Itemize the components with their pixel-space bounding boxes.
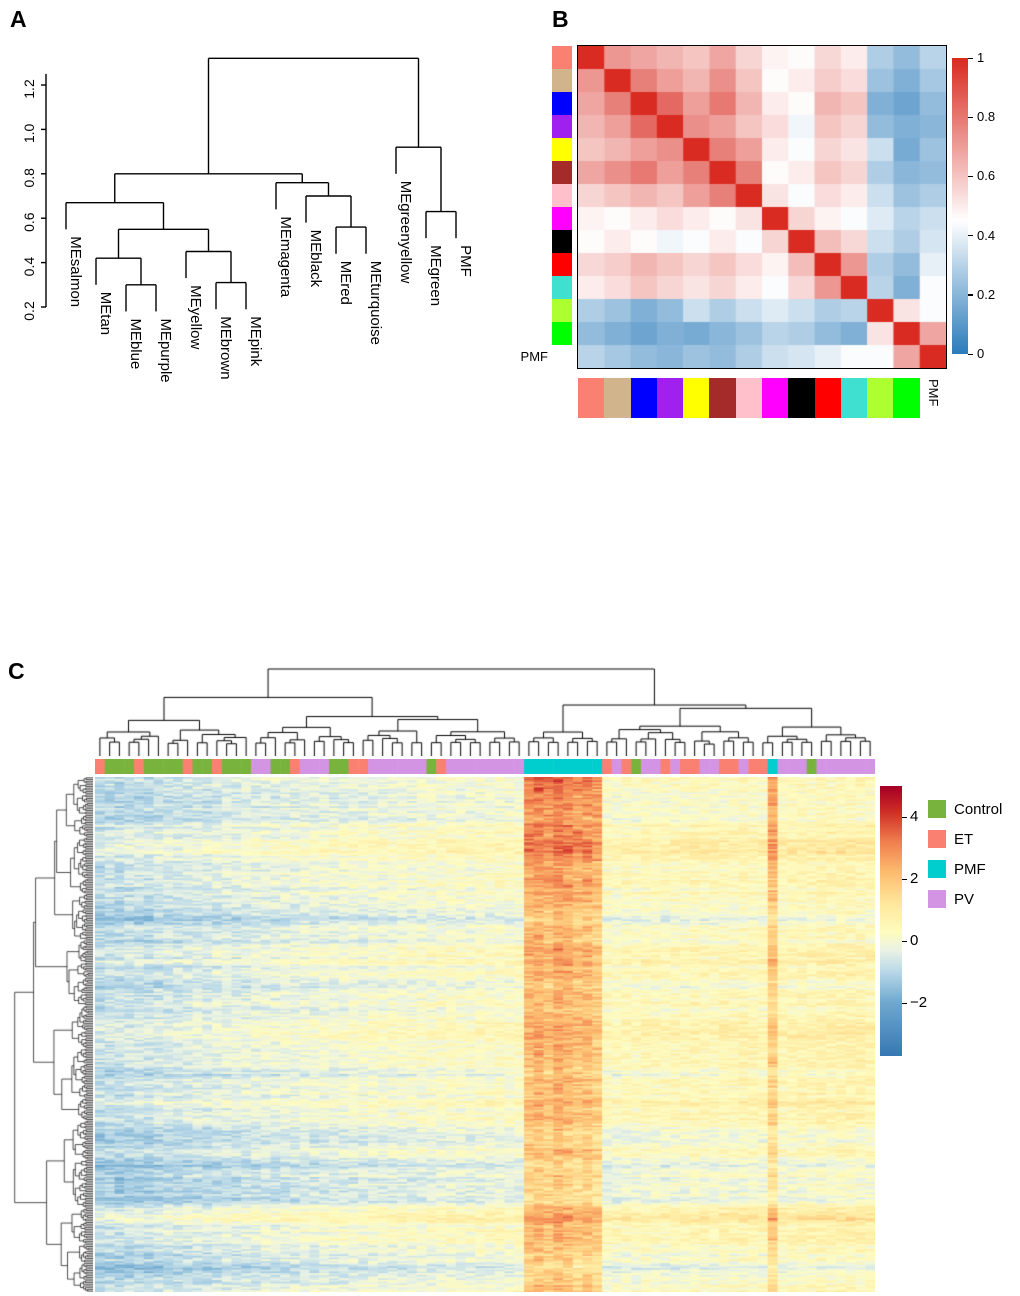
correlation-heatmap [578,46,946,368]
colorbar-tick-label: 1 [977,50,985,65]
expression-colorbar [880,786,902,1056]
dendrogram-leaf-label: MEbrown [217,316,234,379]
module-color-purple [656,378,684,418]
panel-b-label: B [552,6,569,32]
correlation-heatmap-frame [577,45,947,369]
module-color-turquoise [552,276,572,299]
module-color-greenyellow [867,378,894,418]
legend-item-ET: ET [928,830,1002,848]
module-color-purple [552,115,572,138]
y-axis-tick-label: 0.4 [21,257,37,277]
expression-heatmap [95,777,875,1292]
module-color-green [552,322,572,345]
module-eigengene-dendrogram: 0.2 0.4 0.6 0.8 1.0 1.2 MEsalmon MEtan MEblue MEp… [21,57,474,383]
module-color-green [893,378,920,418]
y-axis-tick-label: 1.2 [21,79,37,99]
y-axis-tick-label: 0.2 [21,301,37,321]
module-color-black [552,230,572,253]
pmf-row-label: PMF [520,349,548,364]
correlation-colorbar [952,58,968,354]
colorbar-tick-label: 0 [977,346,985,361]
module-color-pink [552,184,572,207]
module-color-tan [604,378,631,418]
module-color-greenyellow [552,299,572,322]
dendrogram-leaf-label: MEtan [97,292,114,335]
module-color-blue [630,378,657,418]
colorbar-tick [968,294,973,296]
colorbar-tick [968,353,973,355]
y-axis-tick-label: 1.0 [21,123,37,143]
legend-label-Control: Control [954,800,1003,818]
legend-label-PMF: PMF [954,860,986,878]
colorbar-tick [968,116,973,119]
dendrogram-leaf-label: MEmagenta [277,216,294,298]
colorbar-tick-label: 0.2 [977,286,996,302]
colorbar-tick-label: 0.6 [977,168,996,184]
module-color-black [788,378,815,418]
module-color-brown [709,378,736,418]
legend-swatch-PV [928,890,946,908]
expression-colorbar-tick [902,940,907,943]
expression-colorbar-tick-label: 2 [910,870,919,888]
sample-column-dendrogram [95,664,875,756]
pmf-column-label: PMF [926,379,941,407]
expression-colorbar-tick-label: 4 [910,808,919,826]
legend-label-ET: ET [954,830,974,848]
dendrogram-leaf-label: MEgreen [427,245,444,306]
legend-item-PMF: PMF [928,860,1002,878]
module-color-tan [552,69,572,92]
legend-swatch-PMF [928,860,946,878]
module-color-brown [552,161,572,184]
module-color-salmon [578,378,605,418]
module-color-red [814,378,841,418]
module-color-pink [735,378,762,418]
panel-a-label: A [10,6,27,32]
dendrogram-leaf-label: MEpurple [157,318,174,382]
module-color-turquoise [840,378,868,418]
dendrogram-leaf-label: MEblack [307,230,324,288]
y-axis-tick-label: 0.6 [21,212,37,232]
module-color-strip-left [552,46,572,345]
gene-row-dendrogram [5,777,93,1292]
colorbar-tick [968,57,973,59]
colorbar-tick [968,175,973,178]
colorbar-tick [968,235,973,237]
module-color-yellow [683,378,710,418]
dendrogram-leaf-label: MEgreenyellow [397,181,414,284]
legend-item-Control: Control [928,800,1002,818]
legend-swatch-Control [928,800,946,818]
module-color-strip-bottom [578,378,920,418]
dendrogram-leaf-label: MEsalmon [67,236,84,307]
module-color-salmon [552,46,572,69]
expression-colorbar-tick-label: 0 [910,932,919,950]
expression-colorbar-tick [902,878,907,880]
module-color-magenta [552,207,572,230]
colorbar-tick-label: 0.4 [977,227,996,243]
dendrogram-leaf-label: MEturquoise [367,261,384,345]
dendrogram-leaf-label: MEblue [127,318,144,369]
y-axis-tick-label: 0.8 [21,168,37,188]
dendrogram-leaf-label: PMF [457,245,474,277]
legend-item-PV: PV [928,890,1002,908]
module-color-blue [552,92,572,115]
colorbar-tick-label: 0.8 [977,109,996,125]
module-color-yellow [552,138,572,161]
module-color-magenta [761,378,789,418]
module-color-red [552,253,572,276]
dendrogram-leaf-label: MEyellow [187,285,204,349]
panel-c-label: C [8,658,25,684]
dendrogram-leaf-label: MEred [337,261,354,305]
expression-colorbar-tick-label: −2 [910,994,928,1012]
dendrogram-leaf-label: MEpink [247,316,264,367]
sample-group-annotation-strip [95,759,875,774]
group-legend: Control ET PMF PV [928,800,1002,920]
legend-swatch-ET [928,830,946,848]
expression-colorbar-tick [902,816,907,818]
expression-colorbar-tick [902,1002,907,1005]
legend-label-PV: PV [954,890,975,908]
